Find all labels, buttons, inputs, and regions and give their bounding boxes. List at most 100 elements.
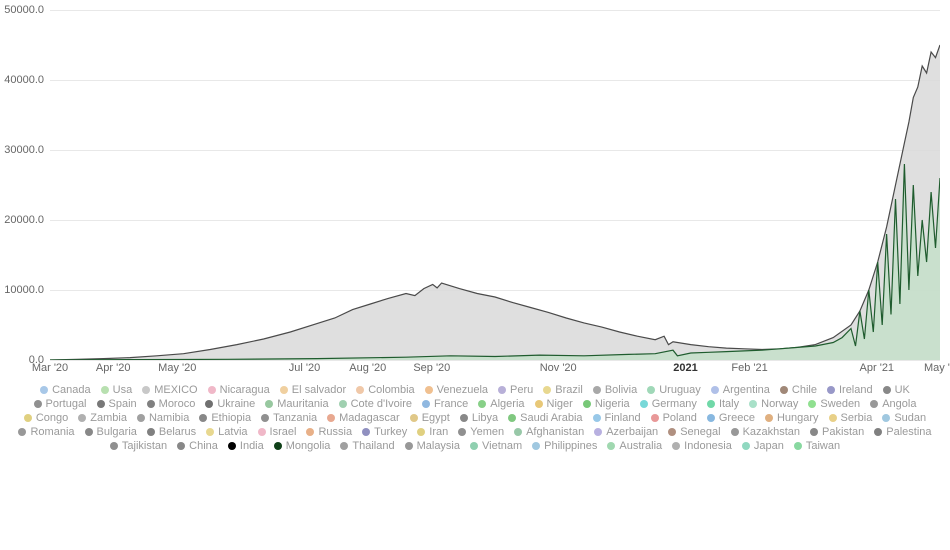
legend-item[interactable]: Latvia [206, 426, 247, 438]
legend-item[interactable]: Brazil [543, 384, 583, 396]
legend-item[interactable]: MEXICO [142, 384, 197, 396]
legend-item[interactable]: Azerbaijan [594, 426, 658, 438]
x-tick-label: 2021 [673, 362, 697, 374]
legend-dot-icon [647, 386, 655, 394]
legend-item[interactable]: Madagascar [327, 412, 400, 424]
legend-item[interactable]: Saudi Arabia [508, 412, 582, 424]
legend-item[interactable]: Ukraine [205, 398, 255, 410]
legend-item[interactable]: Poland [651, 412, 697, 424]
legend-item[interactable]: Afghanistan [514, 426, 584, 438]
legend-item[interactable]: Philippines [532, 440, 597, 452]
legend-item[interactable]: Congo [24, 412, 68, 424]
legend-item[interactable]: Libya [460, 412, 498, 424]
legend-label: Pakistan [822, 426, 864, 438]
legend-label: Greece [719, 412, 755, 424]
legend-item[interactable]: Finland [593, 412, 641, 424]
legend-item[interactable]: Serbia [829, 412, 873, 424]
legend-item[interactable]: Malaysia [405, 440, 460, 452]
legend-item[interactable]: Germany [640, 398, 697, 410]
legend-item[interactable]: Bolivia [593, 384, 637, 396]
legend-label: Peru [510, 384, 533, 396]
legend-item[interactable]: Venezuela [425, 384, 488, 396]
legend-item[interactable]: Italy [707, 398, 739, 410]
legend-label: Angola [882, 398, 916, 410]
legend-item[interactable]: Peru [498, 384, 533, 396]
legend-dot-icon [97, 400, 105, 408]
legend-item[interactable]: Colombia [356, 384, 414, 396]
x-tick-label: May '20 [158, 362, 196, 374]
y-tick-label: 20000.0 [4, 214, 44, 226]
legend-item[interactable]: Pakistan [810, 426, 864, 438]
legend-item[interactable]: Mauritania [265, 398, 328, 410]
legend-dot-icon [356, 386, 364, 394]
legend-item[interactable]: Canada [40, 384, 91, 396]
legend-item[interactable]: Usa [101, 384, 133, 396]
legend-item[interactable]: Israel [258, 426, 297, 438]
legend-item[interactable]: Senegal [668, 426, 720, 438]
legend-item[interactable]: Zambia [78, 412, 127, 424]
legend-item[interactable]: Greece [707, 412, 755, 424]
legend-item[interactable]: China [177, 440, 218, 452]
legend-item[interactable]: Cote d'Ivoire [339, 398, 412, 410]
legend-label: Zambia [90, 412, 127, 424]
legend-dot-icon [731, 428, 739, 436]
legend-item[interactable]: Sweden [808, 398, 860, 410]
legend-item[interactable]: Taiwan [794, 440, 840, 452]
legend-item[interactable]: Kazakhstan [731, 426, 800, 438]
legend-item[interactable]: Norway [749, 398, 798, 410]
legend-item[interactable]: Egypt [410, 412, 450, 424]
legend-item[interactable]: Sudan [882, 412, 926, 424]
gridline [50, 360, 940, 361]
chart-container: 0.010000.020000.030000.040000.050000.0 M… [0, 0, 950, 550]
legend-item[interactable]: Argentina [711, 384, 770, 396]
legend-item[interactable]: Turkey [362, 426, 407, 438]
legend-item[interactable]: Moroco [147, 398, 196, 410]
legend-item[interactable]: Algeria [478, 398, 524, 410]
legend-dot-icon [827, 386, 835, 394]
legend-label: Saudi Arabia [520, 412, 582, 424]
legend-label: Vietnam [482, 440, 522, 452]
legend-item[interactable]: India [228, 440, 264, 452]
legend-item[interactable]: France [422, 398, 468, 410]
legend-label: Ireland [839, 384, 873, 396]
legend-item[interactable]: Mongolia [274, 440, 331, 452]
legend-item[interactable]: Indonesia [672, 440, 732, 452]
legend-label: Uruguay [659, 384, 701, 396]
legend-label: Libya [472, 412, 498, 424]
legend-item[interactable]: Nigeria [583, 398, 630, 410]
legend-item[interactable]: Belarus [147, 426, 196, 438]
legend-item[interactable]: Russia [306, 426, 352, 438]
legend-item[interactable]: Bulgaria [85, 426, 137, 438]
legend-label: Brazil [555, 384, 583, 396]
y-tick-label: 50000.0 [4, 4, 44, 16]
legend-item[interactable]: Uruguay [647, 384, 701, 396]
legend-dot-icon [498, 386, 506, 394]
legend-item[interactable]: Tanzania [261, 412, 317, 424]
legend-item[interactable]: Ireland [827, 384, 873, 396]
legend-item[interactable]: Spain [97, 398, 137, 410]
legend-label: Cote d'Ivoire [351, 398, 412, 410]
legend-item[interactable]: Tajikistan [110, 440, 167, 452]
legend-dot-icon [425, 386, 433, 394]
legend-dot-icon [593, 414, 601, 422]
legend-dot-icon [24, 414, 32, 422]
x-axis: Mar '20Apr '20May '20Jul '20Aug '20Sep '… [50, 362, 940, 380]
legend-item[interactable]: Iran [417, 426, 448, 438]
legend-item[interactable]: Chile [780, 384, 817, 396]
legend-item[interactable]: Vietnam [470, 440, 522, 452]
legend-item[interactable]: Japan [742, 440, 784, 452]
legend-item[interactable]: Yemen [458, 426, 504, 438]
legend-item[interactable]: UK [883, 384, 910, 396]
legend-item[interactable]: Palestina [874, 426, 931, 438]
legend-item[interactable]: Nicaragua [208, 384, 270, 396]
legend-item[interactable]: El salvador [280, 384, 346, 396]
legend-item[interactable]: Hungary [765, 412, 819, 424]
legend-item[interactable]: Niger [535, 398, 573, 410]
legend-item[interactable]: Australia [607, 440, 662, 452]
legend-item[interactable]: Portugal [34, 398, 87, 410]
legend-item[interactable]: Namibia [137, 412, 189, 424]
legend-item[interactable]: Angola [870, 398, 916, 410]
legend-item[interactable]: Thailand [340, 440, 394, 452]
legend-item[interactable]: Ethiopia [199, 412, 251, 424]
legend-item[interactable]: Romania [18, 426, 74, 438]
